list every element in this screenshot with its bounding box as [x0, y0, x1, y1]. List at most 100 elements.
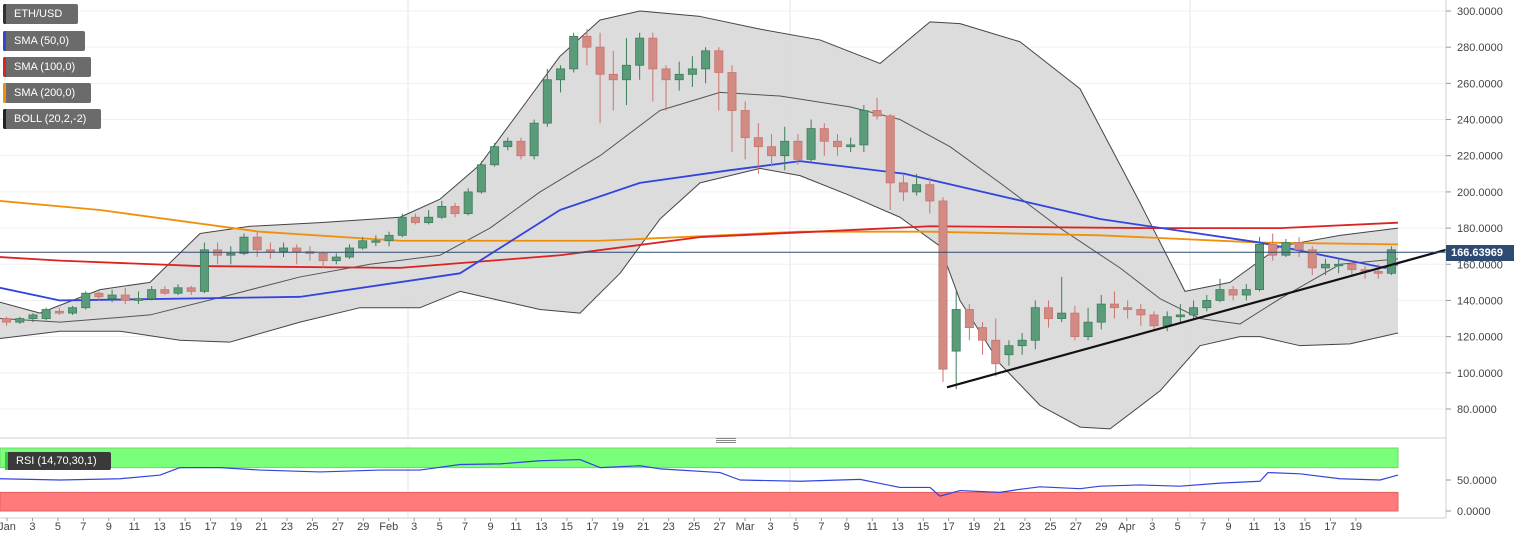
- time-tick-label: 25: [1044, 521, 1056, 533]
- current-price-tag: 166.63969: [1446, 245, 1514, 261]
- candle-body: [424, 216, 434, 224]
- time-tick-label: 11: [510, 521, 521, 533]
- legend-eth-usd[interactable]: ETH/USD: [3, 4, 78, 24]
- legend-rsi[interactable]: RSI (14,70,30,1): [5, 452, 111, 470]
- legend-sma-100[interactable]: SMA (100,0): [3, 57, 91, 77]
- sma-200-line: [0, 200, 1399, 246]
- candle-body: [1215, 289, 1225, 301]
- candle-body: [859, 110, 869, 146]
- candle-body: [912, 184, 922, 193]
- legend-bollinger[interactable]: BOLL (20,2,-2): [3, 109, 101, 129]
- time-tick-label: 9: [487, 521, 493, 533]
- time-tick-label: 13: [154, 521, 166, 533]
- time-tick-label: 19: [968, 521, 980, 533]
- time-tick-label: 7: [80, 521, 86, 533]
- candle-body: [978, 327, 988, 341]
- candle-body: [463, 191, 473, 215]
- candle-body: [1268, 243, 1278, 256]
- candle-body: [384, 234, 394, 242]
- candle-body: [1373, 271, 1383, 274]
- candle-body: [714, 50, 724, 73]
- candle-body: [41, 309, 51, 319]
- candle-body: [938, 200, 948, 370]
- time-tick-label: 17: [943, 521, 955, 533]
- candle-body: [410, 216, 420, 224]
- candle-body: [556, 68, 566, 81]
- legend-sma-200[interactable]: SMA (200,0): [3, 83, 91, 103]
- candle-body: [1189, 307, 1199, 316]
- candle-body: [1017, 339, 1027, 347]
- candle-body: [503, 140, 513, 148]
- time-tick-label: Jan: [0, 521, 16, 533]
- time-tick-label: 17: [204, 521, 216, 533]
- time-tick-label: 3: [29, 521, 35, 533]
- rsi-label: RSI (14,70,30,1): [16, 455, 97, 467]
- candle-body: [1347, 263, 1357, 271]
- bollinger-lower-line: [0, 167, 1399, 430]
- time-tick-label: 11: [129, 521, 140, 533]
- candle-body: [1004, 345, 1014, 356]
- candle-body: [252, 236, 262, 251]
- candle-body: [767, 146, 777, 157]
- candle-body: [490, 146, 500, 166]
- candle-body: [806, 128, 816, 160]
- price-tick-label: 300.0000: [1457, 6, 1503, 18]
- candle-body: [186, 287, 196, 292]
- legend-label: ETH/USD: [14, 8, 63, 20]
- candle-body: [542, 79, 552, 124]
- candle-body: [133, 298, 143, 301]
- time-tick-label: 27: [332, 521, 344, 533]
- bollinger-upper-line: [0, 10, 1399, 314]
- candle-body: [107, 294, 117, 300]
- candle-body: [621, 64, 631, 81]
- candle-body: [1030, 307, 1040, 341]
- time-tick-label: 19: [1350, 521, 1362, 533]
- legend-swatch: [3, 109, 6, 129]
- candle-body: [991, 339, 1001, 365]
- candle-body: [1149, 314, 1159, 327]
- legend-label: SMA (50,0): [14, 35, 70, 47]
- candle-body: [1070, 312, 1080, 338]
- legend-sma-50[interactable]: SMA (50,0): [3, 31, 85, 51]
- candle-body: [1175, 314, 1185, 318]
- time-tick-label: 9: [1226, 521, 1232, 533]
- candle-body: [265, 249, 275, 253]
- candle-body: [358, 240, 368, 249]
- candle-body: [173, 287, 183, 294]
- candle-body: [15, 318, 25, 323]
- time-tick-label: 27: [1070, 521, 1082, 533]
- pane-resize-handle[interactable]: [716, 438, 736, 444]
- legend-label: SMA (200,0): [14, 87, 76, 99]
- legend-swatch: [3, 57, 6, 77]
- time-tick-label: 19: [230, 521, 242, 533]
- candle-body: [54, 310, 64, 314]
- time-tick-label: 7: [462, 521, 468, 533]
- candle-body: [1136, 309, 1146, 316]
- candle-body: [595, 46, 605, 75]
- time-tick-label: 9: [844, 521, 850, 533]
- candle-body: [1202, 300, 1212, 309]
- price-tick-label: 120.0000: [1457, 332, 1503, 344]
- legend-swatch: [5, 452, 8, 470]
- time-tick-label: 3: [767, 521, 773, 533]
- time-tick-label: 5: [55, 521, 61, 533]
- price-tick-label: 160.0000: [1457, 259, 1503, 271]
- time-tick-label: 15: [561, 521, 573, 533]
- candle-body: [687, 68, 697, 75]
- candle-body: [371, 240, 381, 243]
- time-tick-label: 25: [306, 521, 318, 533]
- rsi-overbought-zone: [0, 447, 1399, 469]
- candle-body: [160, 289, 170, 294]
- time-tick-label: 15: [1299, 521, 1311, 533]
- legend-label: SMA (100,0): [14, 61, 76, 73]
- sma-100-line: [0, 221, 1399, 269]
- candle-body: [872, 110, 882, 117]
- price-tick-label: 280.0000: [1457, 42, 1503, 54]
- candle-body: [94, 292, 104, 298]
- price-tick-label: 80.0000: [1457, 404, 1497, 416]
- candle-body: [727, 72, 737, 111]
- candle-body: [120, 294, 130, 301]
- candle-body: [925, 184, 935, 202]
